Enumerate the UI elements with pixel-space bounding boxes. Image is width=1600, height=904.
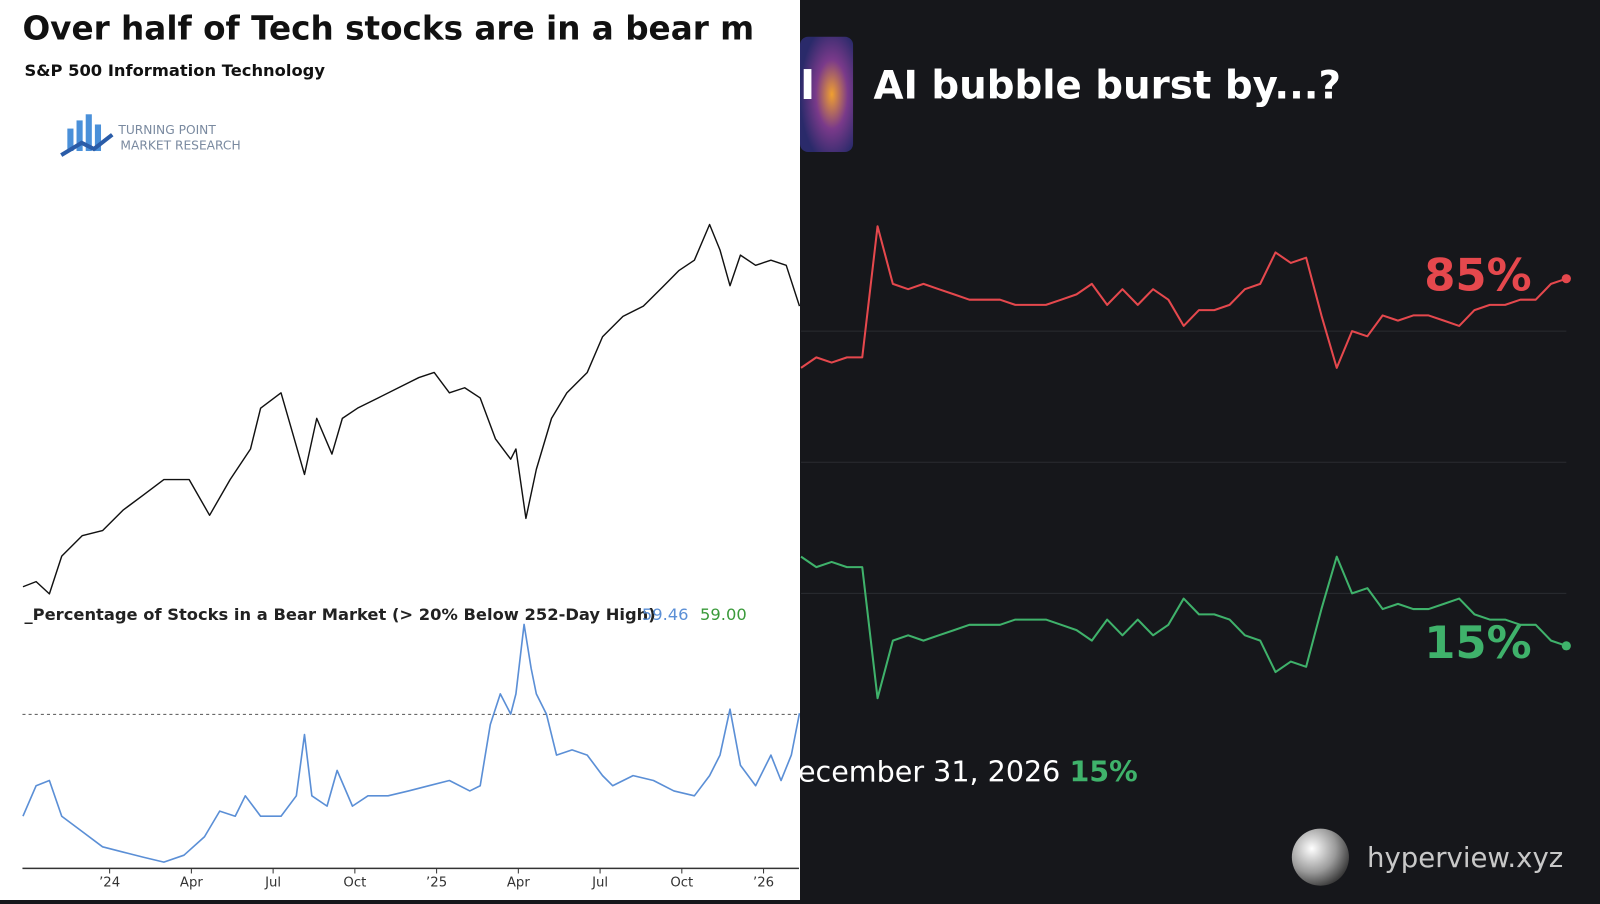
panel-title: _Percentage of Stocks in a Bear Market (…	[24, 605, 655, 624]
x-tick-label: Apr	[180, 876, 203, 891]
right-background	[800, 0, 1600, 900]
end-dot	[1561, 274, 1571, 284]
chart-title: Over half of Tech stocks are in a bear m	[22, 10, 754, 48]
left-background	[0, 0, 800, 900]
end-label: 15%	[1424, 616, 1531, 669]
x-tick-label: ’25	[426, 876, 447, 891]
brand-logo	[1291, 828, 1349, 886]
x-tick-label: ’24	[99, 876, 120, 891]
end-dot	[1561, 641, 1571, 651]
outcome-text: ecember 31, 2026 15%	[798, 754, 1138, 788]
reference-label: 59.00	[700, 605, 747, 624]
outcome-value: 15%	[1069, 754, 1137, 788]
x-tick-label: Apr	[507, 876, 530, 891]
chart-subtitle: S&P 500 Information Technology	[24, 61, 325, 80]
left-panel: Over half of Tech stocks are in a bear m…	[0, 0, 801, 900]
logo-text: I	[800, 61, 815, 109]
series-line	[22, 623, 801, 863]
right-panel: I AI bubble burst by...? ecember 31, 202…	[798, 0, 1600, 900]
market-title: AI bubble burst by...?	[873, 63, 1341, 108]
brand-text[interactable]: hyperview.xyz	[1367, 842, 1563, 874]
last-value-label: 59.46	[642, 605, 689, 624]
outcome-name: ecember 31, 2026	[798, 754, 1060, 788]
x-tick-label: ’26	[753, 876, 774, 891]
market-logo	[800, 36, 854, 153]
x-tick-label: Jul	[264, 876, 281, 891]
series-line	[22, 223, 801, 595]
end-label: 85%	[1424, 249, 1531, 302]
x-tick-label: Oct	[670, 876, 693, 891]
series-line	[800, 555, 1567, 700]
logo-text: MARKET RESEARCH	[120, 138, 240, 152]
logo-icon	[60, 114, 114, 157]
series-line	[800, 225, 1567, 369]
logo-text: TURNING POINT	[117, 123, 216, 137]
x-tick-label: Jul	[591, 876, 608, 891]
x-tick-label: Oct	[343, 876, 366, 891]
